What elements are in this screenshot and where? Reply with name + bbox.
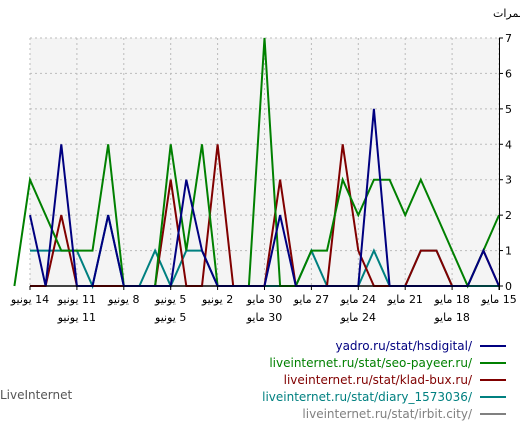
legend-label: liveinternet.ru/stat/klad-bux.ru/ xyxy=(283,372,472,387)
line-chart: 0 1 2 3 4 5 6 7 15 مايو 18 مايو 21 مايو 24 مايو 27 … xyxy=(10,7,520,324)
legend-label: liveinternet.ru/stat/irbit.city/ xyxy=(302,406,472,421)
legend-swatch xyxy=(480,395,506,398)
x-tick-label: 8 يونيو xyxy=(107,293,139,306)
x-tick-label: 2 يونيو xyxy=(201,293,233,306)
legend-item: liveinternet.ru/stat/diary_1573036/ xyxy=(26,388,506,405)
legend-label: yadro.ru/stat/hsdigital/ xyxy=(335,338,472,353)
legend-item: yadro.ru/stat/hsdigital/ xyxy=(26,337,506,354)
y-tick-label: 7 xyxy=(505,32,512,45)
series-line xyxy=(13,37,500,289)
y-tick-label: 2 xyxy=(505,209,512,222)
legend-item: liveinternet.ru/stat/klad-bux.ru/ xyxy=(26,371,506,388)
x-tick-label: 14 يونيو xyxy=(10,293,49,306)
y-tick-label: 4 xyxy=(505,138,512,151)
x-tick-label: 18 مايو xyxy=(433,293,469,306)
legend-label: liveinternet.ru/stat/diary_1573036/ xyxy=(262,389,472,404)
x-tick-label-lower: 30 مايو xyxy=(246,311,282,324)
y-tick-label: 5 xyxy=(505,103,512,116)
y-tick-labels: 0 1 2 3 4 5 6 7 xyxy=(499,32,512,293)
legend-label: liveinternet.ru/stat/seo-payeer.ru/ xyxy=(269,355,472,370)
brand-label: LiveInternet xyxy=(0,388,73,402)
x-tick-label: 11 يونيو xyxy=(57,293,96,306)
legend-item: liveinternet.ru/stat/irbit.city/ xyxy=(26,405,506,422)
x-tick-label: 27 مايو xyxy=(293,293,329,306)
x-tick-label: 21 مايو xyxy=(386,293,422,306)
x-tick-label: 5 يونيو xyxy=(154,293,186,306)
x-tick-labels: 15 مايو 18 مايو 21 مايو 24 مايو 27 مايو 30 ما… xyxy=(10,286,517,324)
x-tick-label: 15 مايو xyxy=(480,293,516,306)
legend-swatch xyxy=(480,412,506,415)
y-tick-label: 6 xyxy=(505,67,512,80)
x-tick-label: 30 مايو xyxy=(246,293,282,306)
x-tick-label-lower: 11 يونيو xyxy=(57,311,96,324)
x-tick-label-lower: 18 مايو xyxy=(433,311,469,324)
legend-swatch xyxy=(480,344,506,347)
x-tick-label-lower: 24 مايو xyxy=(340,311,376,324)
y-tick-label: 1 xyxy=(505,245,512,258)
y-tick-label: 0 xyxy=(505,280,512,293)
legend-swatch xyxy=(480,378,506,381)
y-tick-label: 3 xyxy=(505,174,512,187)
y-axis-title: المرات xyxy=(493,7,520,20)
legend-item: liveinternet.ru/stat/seo-payeer.ru/ xyxy=(26,354,506,371)
x-tick-label-lower: 5 يونيو xyxy=(154,311,186,324)
legend: yadro.ru/stat/hsdigital/liveinternet.ru/… xyxy=(26,337,506,422)
x-tick-label: 24 مايو xyxy=(340,293,376,306)
legend-swatch xyxy=(480,361,506,364)
